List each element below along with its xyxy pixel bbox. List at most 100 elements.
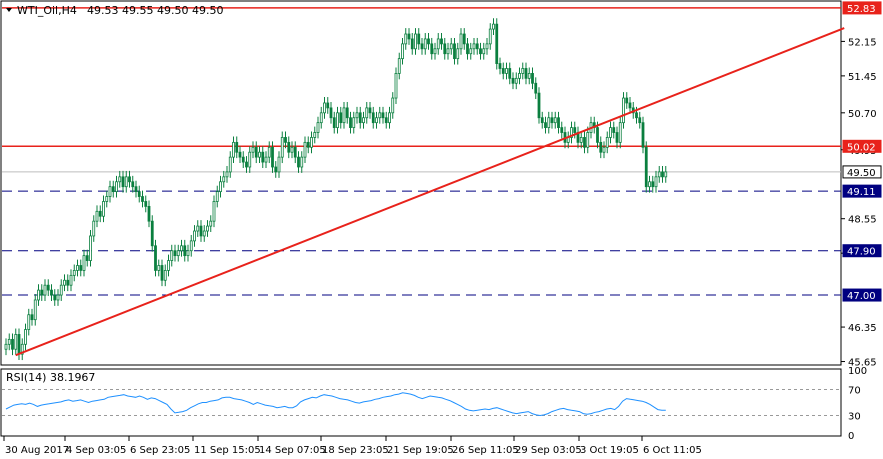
ohlc-label: 49.53 49.55 49.50 49.50: [87, 4, 223, 17]
candle-body: [313, 132, 317, 138]
candle: [215, 185, 219, 208]
candle-body: [368, 107, 372, 114]
candle: [332, 111, 336, 134]
candle-body: [365, 107, 369, 119]
candle: [76, 259, 79, 277]
candle-body: [66, 279, 70, 286]
candle-body: [238, 151, 242, 158]
price-tag-47-90-text: 47.90: [847, 247, 876, 258]
rsi-tick-label: 30: [848, 412, 861, 423]
candle: [407, 28, 411, 45]
candle: [427, 33, 430, 50]
candle: [505, 62, 508, 80]
candle-body: [170, 250, 174, 261]
price-tag-47-00: 47.00: [842, 288, 882, 302]
rsi-tick-label: 0: [848, 431, 854, 442]
candle: [248, 146, 252, 173]
rsi-panel: RSI(14) 38.1967 100 70 30 0: [0, 366, 867, 442]
candle-body: [85, 255, 89, 261]
candle: [186, 244, 190, 262]
candle-body: [274, 166, 278, 173]
candle: [472, 37, 476, 55]
price-tick-label: 50.70: [848, 109, 877, 120]
candle-body: [199, 225, 203, 237]
candle: [95, 205, 99, 228]
candle-body: [381, 112, 385, 119]
candle: [27, 308, 31, 336]
candle-body: [163, 270, 167, 281]
current-price-tag-text: 49.50: [847, 168, 876, 179]
candle-body: [625, 97, 629, 104]
candle-body: [628, 102, 632, 109]
price-panel-frame: [0, 0, 842, 366]
candle: [147, 200, 151, 228]
candle: [251, 141, 255, 159]
candle: [118, 170, 122, 188]
candle: [371, 106, 375, 129]
candle: [644, 141, 648, 193]
candle-body: [261, 151, 265, 163]
candle: [397, 52, 401, 80]
candle-body: [579, 137, 583, 143]
candle: [605, 131, 609, 154]
candle: [394, 67, 398, 104]
triangle-down-icon[interactable]: [6, 8, 12, 12]
candle: [82, 249, 86, 277]
candle-body: [92, 220, 96, 237]
candle-body: [524, 68, 528, 79]
candle-body: [173, 250, 177, 257]
candles-layer: [4, 18, 668, 361]
candle: [384, 111, 388, 129]
chart-header[interactable]: WTI_Oil,H4 49.53 49.55 49.50 49.50: [6, 4, 223, 17]
candle-body: [235, 141, 239, 153]
price-tag-52-83: 52.83: [842, 1, 882, 15]
candle-body: [550, 117, 554, 124]
candle: [378, 106, 382, 124]
candle-body: [33, 299, 37, 321]
trendline[interactable]: [15, 27, 845, 357]
candle: [475, 37, 479, 55]
candle-body: [596, 127, 599, 143]
candle: [134, 180, 138, 198]
candle-body: [664, 171, 668, 178]
candle: [449, 37, 453, 55]
candle-body: [505, 68, 508, 74]
candle-body: [371, 112, 375, 124]
candle: [150, 215, 154, 252]
time-tick-label: 6 Sep 23:05: [130, 445, 190, 456]
candle-body: [206, 225, 209, 232]
candle: [33, 294, 37, 326]
candle: [345, 101, 349, 124]
candle: [638, 111, 642, 129]
candle: [414, 28, 417, 55]
candle: [433, 42, 437, 60]
candle-body: [196, 225, 200, 232]
candle: [222, 170, 226, 188]
candle: [232, 136, 235, 164]
candle-body: [622, 97, 625, 124]
candle-body: [602, 146, 606, 153]
candle-body: [475, 43, 479, 50]
candle: [417, 28, 421, 50]
candle-body: [17, 334, 21, 355]
candle: [274, 161, 278, 178]
candle-body: [391, 97, 395, 114]
candle-body: [635, 112, 638, 119]
candle-body: [362, 117, 365, 124]
candle: [488, 23, 492, 50]
candle: [300, 151, 304, 173]
candle-body: [14, 334, 18, 350]
rsi-label: RSI(14) 38.1967: [6, 371, 95, 384]
candle-body: [420, 43, 424, 50]
candle-body: [531, 73, 534, 84]
candle: [550, 111, 554, 129]
candle-body: [37, 289, 40, 301]
candle: [579, 131, 583, 149]
candle-body: [456, 48, 460, 60]
candle-body: [417, 33, 421, 45]
candle: [196, 220, 200, 237]
candle: [410, 33, 414, 55]
candle-body: [615, 132, 619, 143]
candle: [313, 126, 317, 144]
